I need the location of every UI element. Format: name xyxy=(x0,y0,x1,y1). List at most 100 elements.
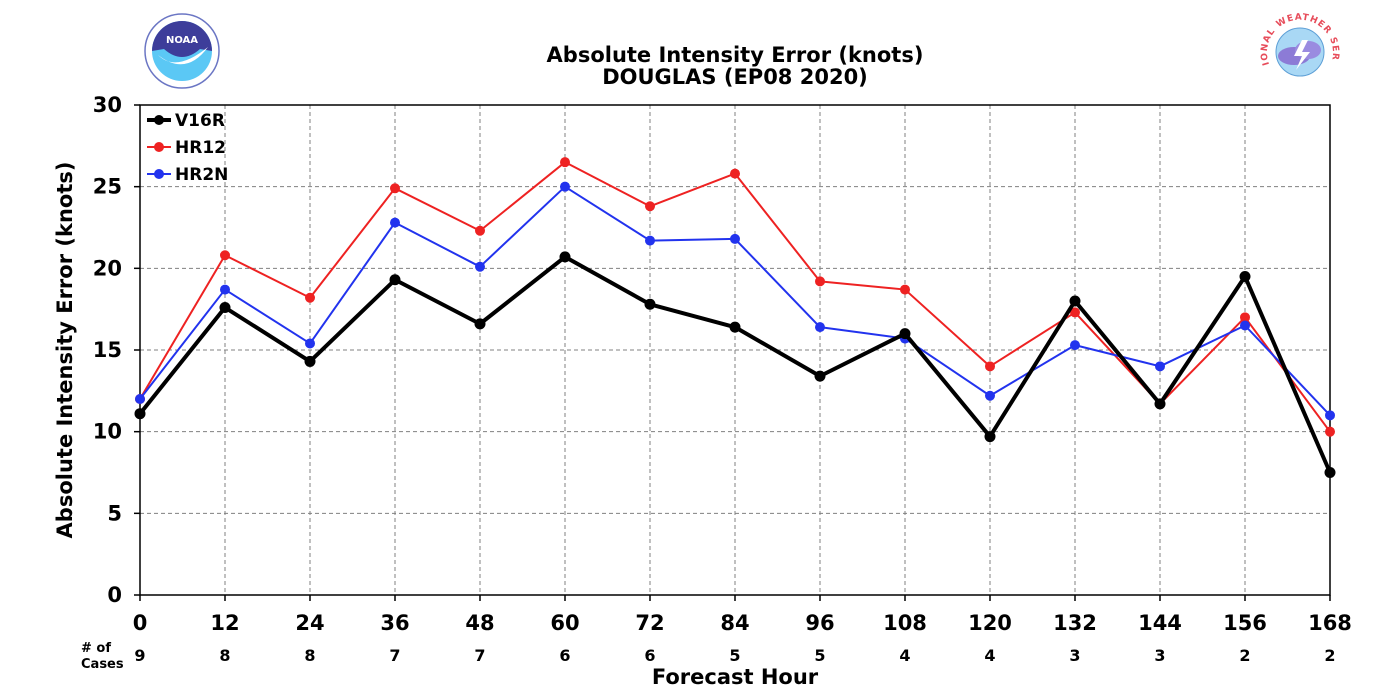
data-point-hr2n xyxy=(475,261,485,272)
cases-label: # of Cases xyxy=(81,641,124,672)
y-tick-label: 15 xyxy=(93,338,122,362)
y-axis-ticks: 0 5 10 15 20 25 30 xyxy=(93,93,140,607)
data-point-hr12 xyxy=(560,157,570,168)
x-axis-ticks: 0 12 24 36 48 60 72 84 96 108 120 132 144 156 168 xyxy=(133,595,1352,635)
x-axis-label: Forecast Hour xyxy=(652,665,819,689)
y-tick-label: 10 xyxy=(93,420,122,444)
case-counts: 9 8 8 7 7 6 6 5 5 4 4 3 3 2 2 xyxy=(134,646,1335,665)
data-point-v16r xyxy=(134,408,146,420)
data-point-hr12 xyxy=(1240,312,1250,323)
data-point-hr12 xyxy=(985,361,995,372)
data-point-hr12 xyxy=(900,284,910,295)
case-count: 5 xyxy=(814,646,825,665)
x-tick-label: 144 xyxy=(1138,611,1182,635)
data-point-v16r xyxy=(1154,398,1166,410)
series-v16r xyxy=(134,251,1336,478)
x-tick-label: 24 xyxy=(295,611,324,635)
case-count: 4 xyxy=(899,646,910,665)
x-tick-label: 168 xyxy=(1308,611,1352,635)
x-tick-label: 0 xyxy=(133,611,148,635)
x-tick-label: 12 xyxy=(210,611,239,635)
data-point-v16r xyxy=(644,298,656,310)
case-count: 5 xyxy=(729,646,740,665)
data-point-hr12 xyxy=(815,276,825,287)
chart-subtitle: DOUGLAS (EP08 2020) xyxy=(602,65,868,89)
data-point-hr2n xyxy=(1325,410,1335,421)
data-point-v16r xyxy=(219,302,231,314)
data-point-hr2n xyxy=(645,235,655,246)
x-tick-label: 48 xyxy=(465,611,494,635)
noaa-logo-text: NOAA xyxy=(166,35,198,46)
legend-label: V16R xyxy=(175,111,225,131)
data-point-hr2n xyxy=(220,284,230,295)
series-layer xyxy=(134,157,1336,478)
legend-label: HR2N xyxy=(175,165,228,185)
case-count: 3 xyxy=(1154,646,1165,665)
data-point-hr12 xyxy=(1325,426,1335,437)
x-tick-label: 60 xyxy=(550,611,579,635)
case-count: 7 xyxy=(474,646,485,665)
grid xyxy=(140,105,1330,595)
case-count: 6 xyxy=(644,646,655,665)
chart-title: Absolute Intensity Error (knots) xyxy=(547,43,924,67)
y-tick-label: 30 xyxy=(93,93,122,117)
data-point-v16r xyxy=(1324,467,1336,478)
legend-label: HR12 xyxy=(175,138,226,158)
data-point-hr12 xyxy=(730,168,740,179)
legend: V16R HR12 HR2N xyxy=(147,111,228,185)
data-point-hr2n xyxy=(560,181,570,192)
data-point-hr12 xyxy=(1070,307,1080,318)
data-point-hr2n xyxy=(390,217,400,228)
legend-item-hr12: HR12 xyxy=(147,138,226,158)
data-point-hr2n xyxy=(305,338,315,349)
data-point-hr2n xyxy=(815,322,825,333)
data-point-v16r xyxy=(559,251,571,263)
legend-marker xyxy=(154,115,164,125)
data-point-v16r xyxy=(1239,271,1251,282)
legend-marker xyxy=(154,169,164,179)
y-tick-label: 5 xyxy=(107,501,122,525)
case-count: 6 xyxy=(559,646,570,665)
data-point-hr12 xyxy=(390,183,400,194)
x-tick-label: 156 xyxy=(1223,611,1267,635)
x-tick-label: 120 xyxy=(968,611,1012,635)
data-point-hr2n xyxy=(985,390,995,401)
data-point-v16r xyxy=(899,328,911,340)
case-count: 8 xyxy=(219,646,230,665)
data-point-hr2n xyxy=(1070,340,1080,351)
y-tick-label: 0 xyxy=(107,583,122,607)
legend-item-v16r: V16R xyxy=(147,111,225,131)
data-point-v16r xyxy=(984,431,996,443)
x-tick-label: 36 xyxy=(380,611,409,635)
data-point-hr12 xyxy=(475,225,485,236)
y-tick-label: 25 xyxy=(93,175,122,199)
x-tick-label: 108 xyxy=(883,611,927,635)
case-count: 2 xyxy=(1324,646,1335,665)
data-point-v16r xyxy=(729,321,741,333)
case-count: 8 xyxy=(304,646,315,665)
x-tick-label: 84 xyxy=(720,611,749,635)
data-point-v16r xyxy=(304,355,316,367)
data-point-hr2n xyxy=(1240,320,1250,331)
legend-item-hr2n: HR2N xyxy=(147,165,228,185)
y-axis-label: Absolute Intensity Error (knots) xyxy=(53,162,77,539)
x-tick-label: 132 xyxy=(1053,611,1097,635)
legend-marker xyxy=(154,142,164,152)
data-point-hr12 xyxy=(220,250,230,261)
y-tick-label: 20 xyxy=(93,256,122,280)
series-hr2n xyxy=(135,181,1335,421)
case-count: 2 xyxy=(1239,646,1250,665)
data-point-v16r xyxy=(474,318,486,330)
x-tick-label: 96 xyxy=(805,611,834,635)
case-count: 9 xyxy=(134,646,145,665)
case-count: 3 xyxy=(1069,646,1080,665)
data-point-hr12 xyxy=(305,292,315,303)
data-point-hr2n xyxy=(135,394,145,404)
data-point-hr12 xyxy=(645,201,655,212)
data-point-hr2n xyxy=(730,233,740,244)
x-tick-label: 72 xyxy=(635,611,664,635)
data-point-v16r xyxy=(389,274,401,286)
noaa-logo-icon: NOAA xyxy=(144,13,220,89)
case-count: 4 xyxy=(984,646,995,665)
